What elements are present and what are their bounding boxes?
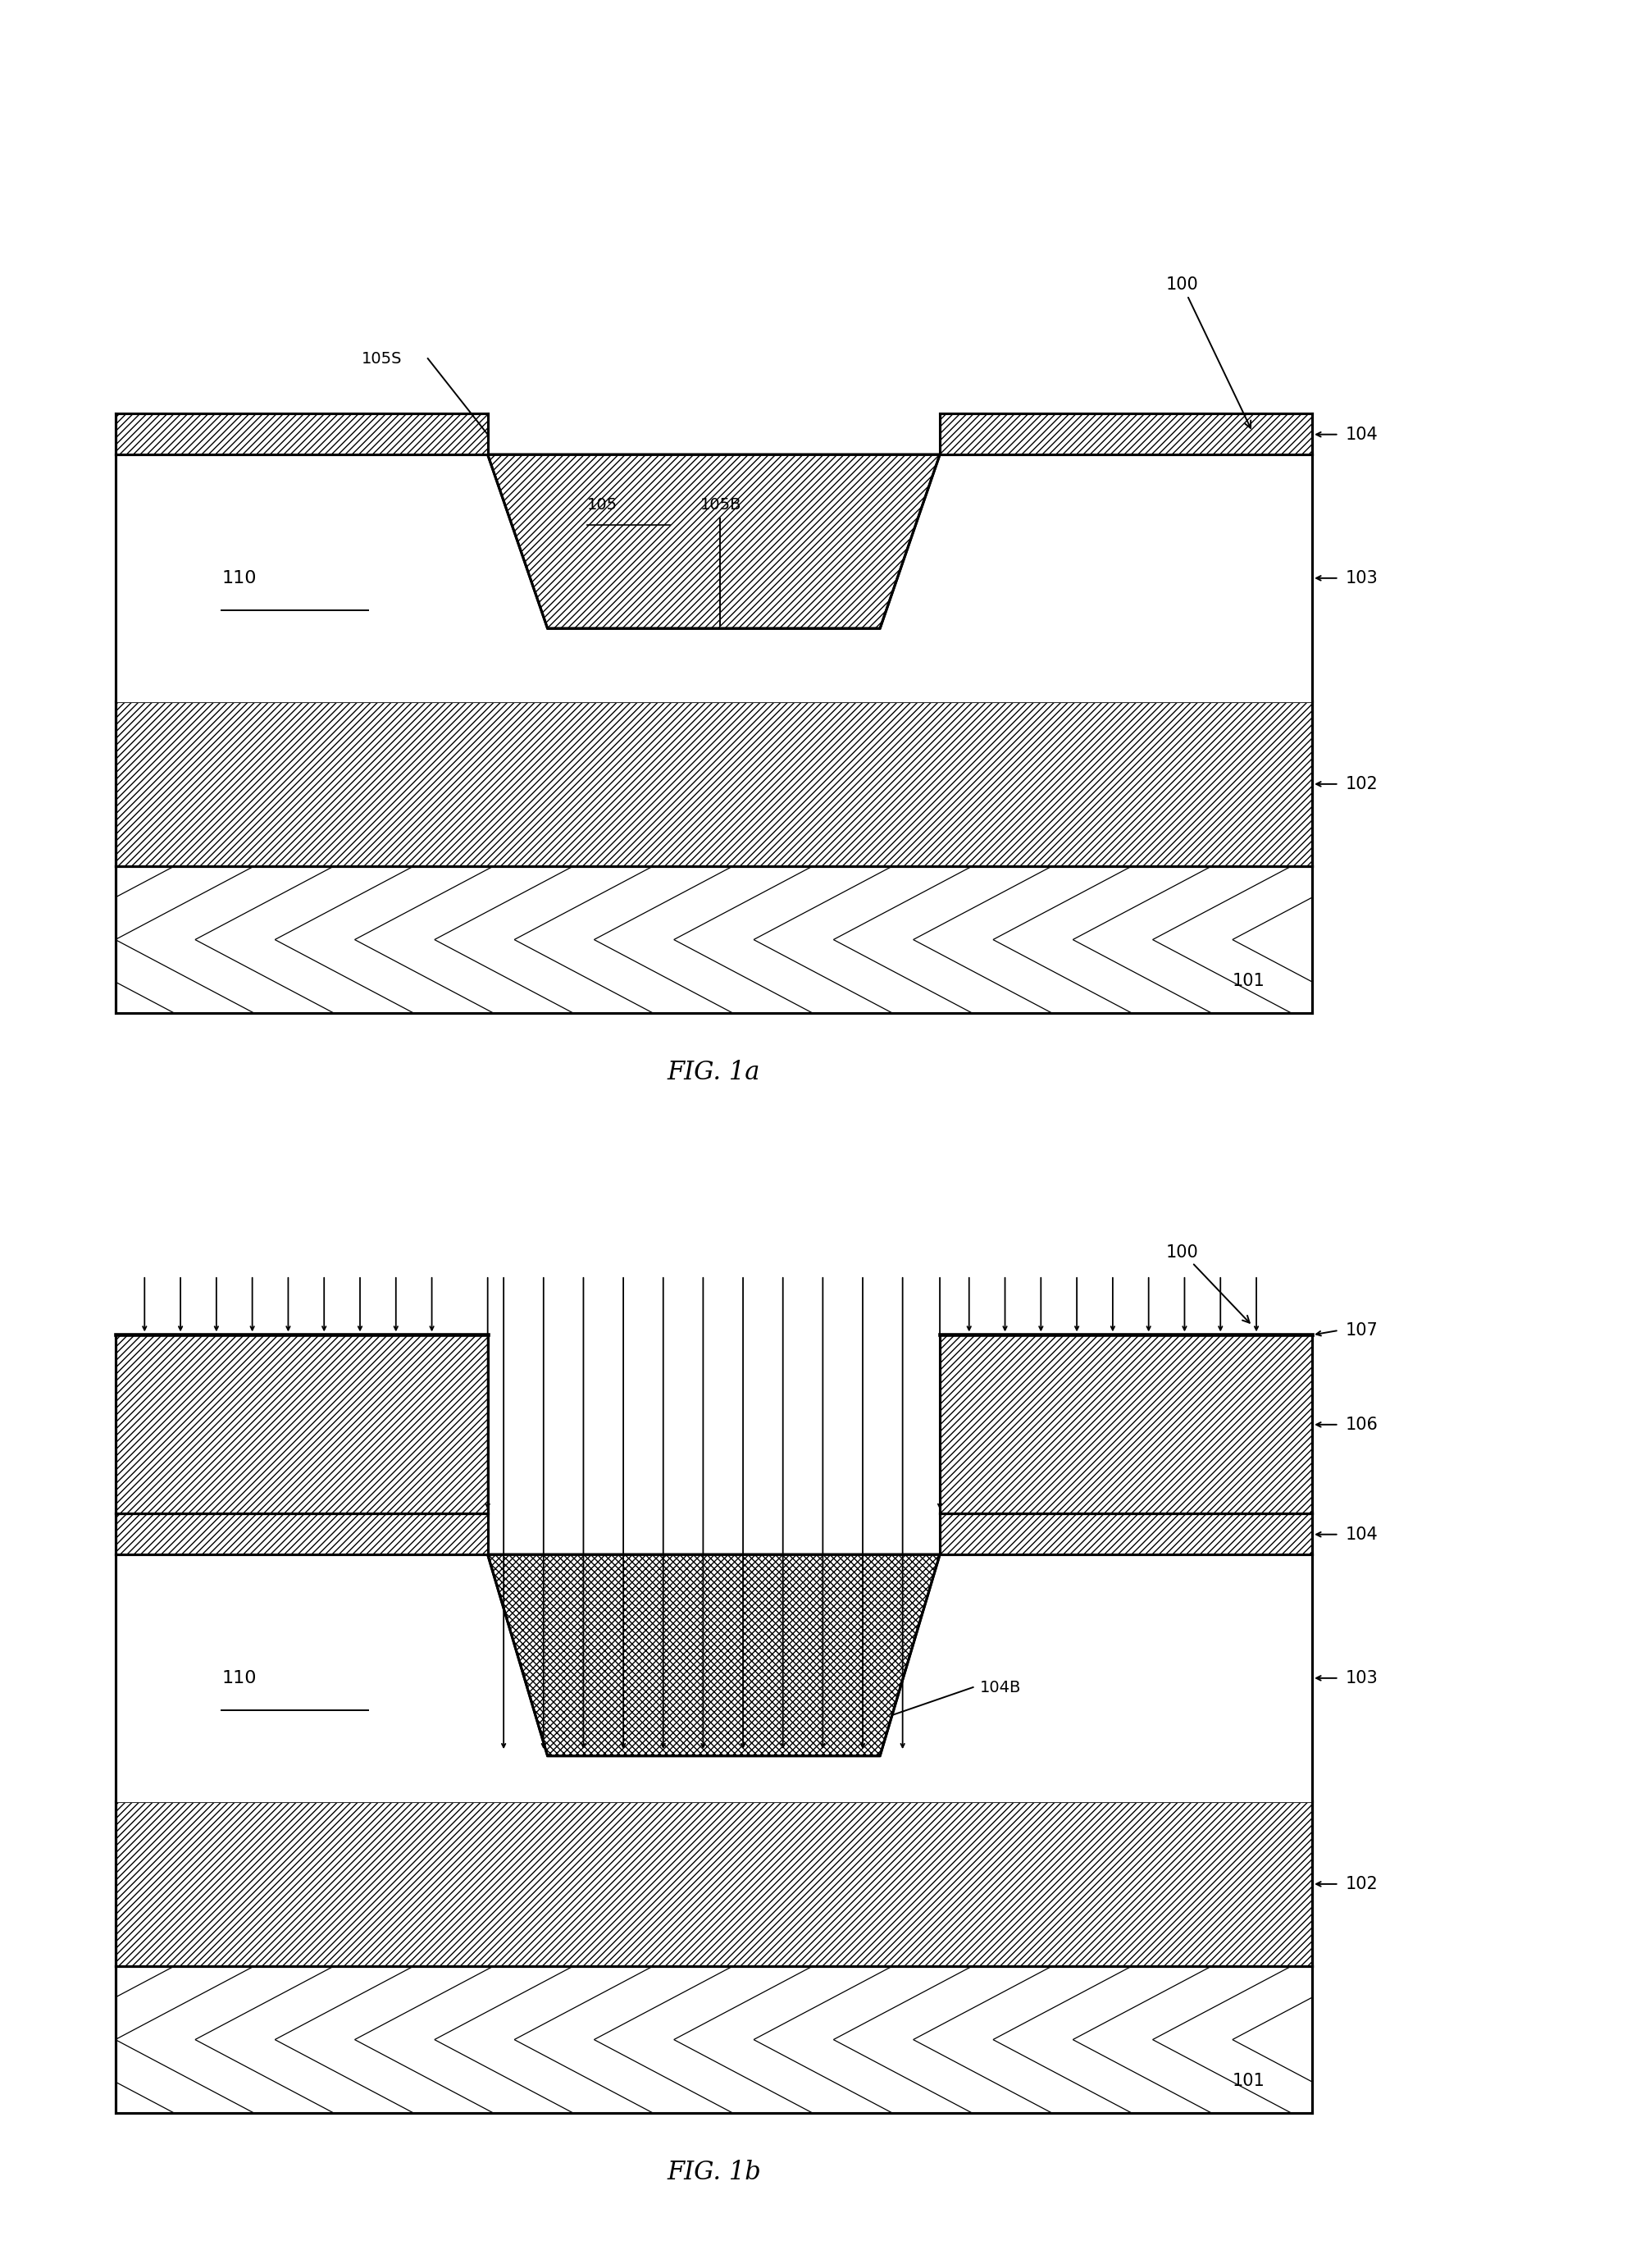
Polygon shape [488,1554,940,1755]
Polygon shape [116,413,488,454]
Bar [116,1966,1313,2114]
Polygon shape [940,1513,1313,1554]
Text: 107: 107 [1346,1322,1378,1338]
Text: 103: 103 [1346,1669,1378,1687]
Text: FIG. 1a: FIG. 1a [667,1059,760,1084]
Polygon shape [116,1966,1313,2114]
Text: 105S: 105S [361,352,402,367]
Bar [116,866,1313,1014]
Polygon shape [488,1554,940,1755]
Polygon shape [116,1554,1313,1801]
Polygon shape [116,454,1313,701]
Text: 106: 106 [1346,1418,1378,1433]
Polygon shape [940,1336,1313,1513]
Text: 104B: 104B [979,1681,1022,1694]
Polygon shape [116,1801,1313,1966]
Text: 100: 100 [1167,1245,1250,1322]
Text: 102: 102 [1346,776,1378,792]
Polygon shape [116,1336,488,1513]
Text: 101: 101 [1232,973,1266,989]
Polygon shape [116,866,1313,1014]
Text: 110: 110 [221,1669,257,1687]
Text: 104: 104 [1346,1526,1378,1542]
Text: 110: 110 [221,569,257,587]
Polygon shape [940,413,1313,454]
Polygon shape [116,701,1313,866]
Text: 104: 104 [1346,426,1378,442]
Text: FIG. 1b: FIG. 1b [667,2159,761,2184]
Text: 105B: 105B [701,497,742,513]
Text: 100: 100 [1167,277,1251,429]
Text: 103: 103 [1346,569,1378,587]
Polygon shape [488,454,940,628]
Text: 102: 102 [1346,1876,1378,1892]
Polygon shape [116,1336,488,1513]
Polygon shape [940,1336,1313,1513]
Text: 101: 101 [1232,2073,1266,2089]
Text: 105: 105 [587,497,618,513]
Polygon shape [116,1513,488,1554]
Polygon shape [488,454,940,628]
